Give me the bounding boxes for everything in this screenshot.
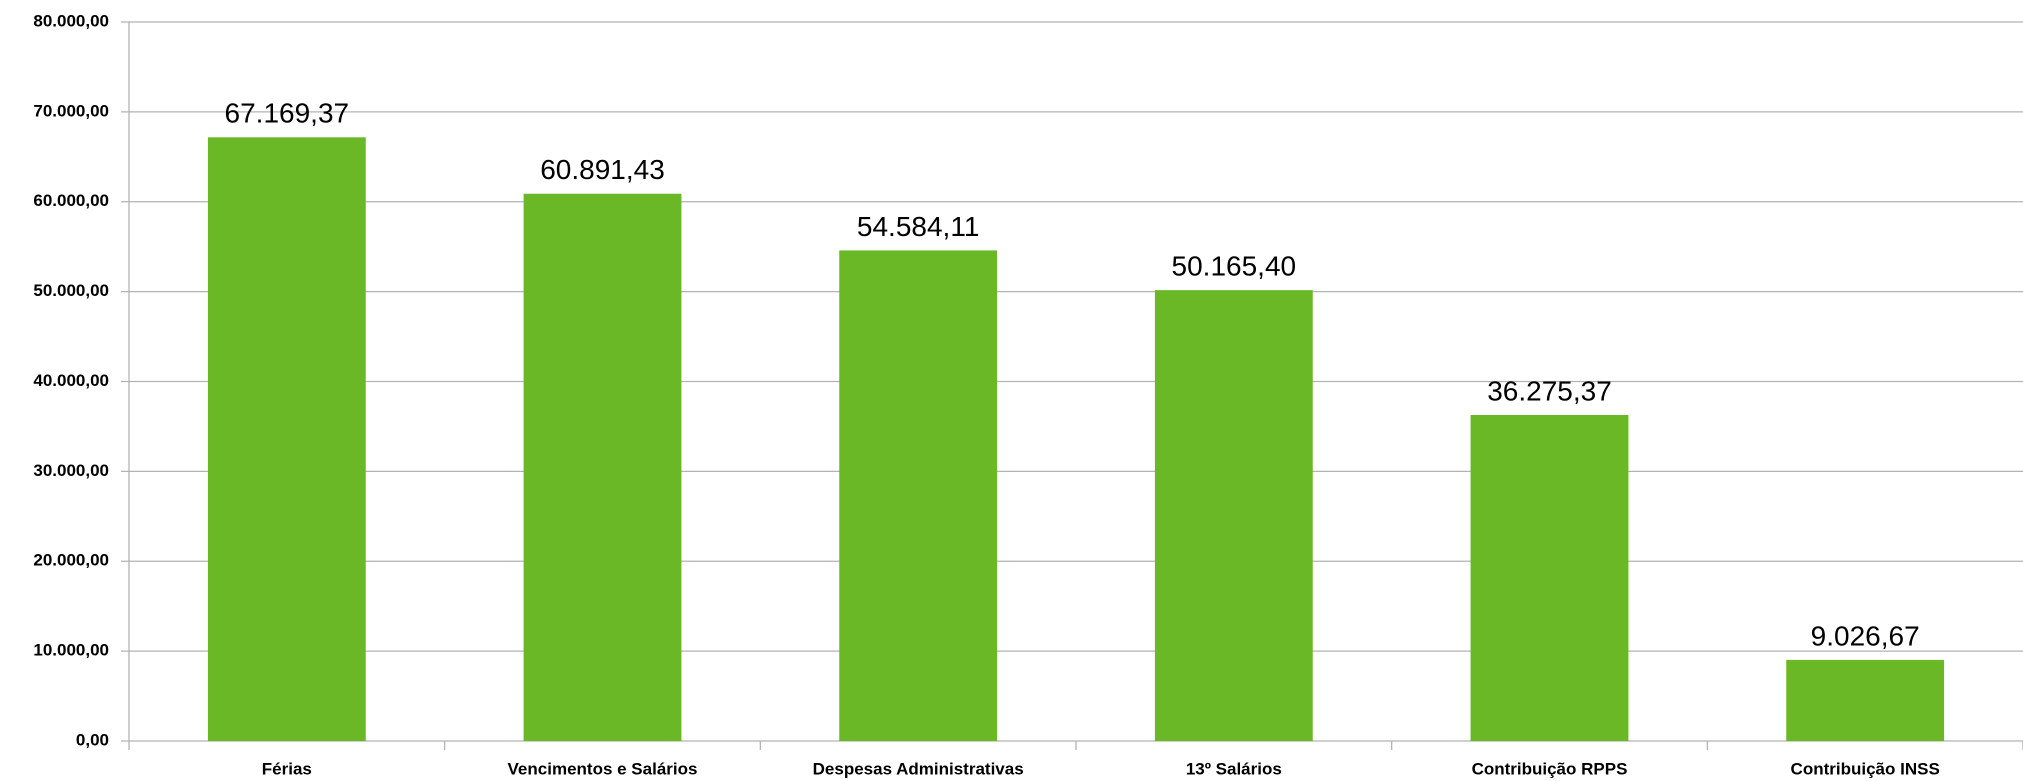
bar [1470, 414, 1629, 741]
y-tick-label: 60.000,00 [33, 191, 109, 210]
bar [207, 137, 366, 741]
x-tick-label: Vencimentos e Salários [508, 759, 698, 778]
x-tick-label: Contribuição INSS [1791, 759, 1940, 778]
x-tick-label: Férias [262, 759, 312, 778]
y-tick-label: 80.000,00 [33, 11, 109, 30]
bar [1154, 290, 1313, 741]
value-label: 67.169,37 [225, 98, 350, 129]
x-tick-label: 13º Salários [1186, 759, 1282, 778]
y-tick-label: 50.000,00 [33, 281, 109, 300]
y-tick-label: 0,00 [76, 730, 109, 749]
bar [839, 250, 998, 742]
x-tick-label: Despesas Administrativas [813, 759, 1024, 778]
y-tick-label: 40.000,00 [33, 371, 109, 390]
y-tick-label: 10.000,00 [33, 641, 109, 660]
bar [1786, 659, 1945, 741]
value-label: 9.026,67 [1811, 620, 1920, 651]
value-label: 50.165,40 [1172, 251, 1297, 282]
value-label: 60.891,43 [540, 154, 665, 185]
value-label: 36.275,37 [1487, 375, 1612, 406]
y-tick-label: 20.000,00 [33, 551, 109, 570]
y-tick-label: 70.000,00 [33, 101, 109, 120]
value-label: 54.584,11 [857, 211, 980, 242]
bar [523, 193, 682, 741]
y-tick-label: 30.000,00 [33, 461, 109, 480]
x-tick-label: Contribuição RPPS [1472, 759, 1628, 778]
